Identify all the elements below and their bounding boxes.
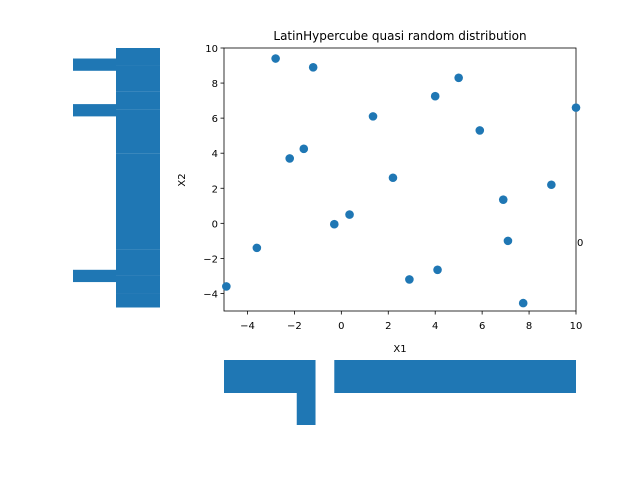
x-tick-label: −4 bbox=[240, 321, 255, 332]
scatter-point bbox=[285, 154, 295, 163]
scatter-point bbox=[252, 243, 262, 253]
chart-title: LatinHypercube quasi random distribution bbox=[273, 29, 526, 43]
scatter-point bbox=[329, 219, 339, 229]
scatter-points bbox=[222, 54, 581, 308]
scatter-point bbox=[271, 54, 280, 63]
scatter-point bbox=[299, 144, 309, 154]
left-marginal-bar bbox=[116, 91, 160, 110]
scatter-axes: −4 −2 0 2 4 6 8 10 −4 −2 0 2 4 6 8 10 bbox=[203, 44, 582, 332]
x-tick-label: 2 bbox=[385, 321, 391, 332]
y-axis-ticks: −4 −2 0 2 4 6 8 10 bbox=[203, 44, 224, 300]
scatter-point bbox=[430, 91, 440, 101]
scatter-point bbox=[454, 73, 463, 83]
left-marginal-bar bbox=[116, 109, 160, 154]
scatter-point bbox=[547, 180, 556, 190]
left-marginal-spike bbox=[73, 104, 116, 117]
left-marginal-spike bbox=[73, 269, 116, 283]
y-tick-label: 2 bbox=[212, 184, 218, 195]
stray-tick-label: 0 bbox=[577, 238, 583, 249]
y-tick-label: 4 bbox=[212, 149, 218, 160]
left-marginal-bar bbox=[116, 153, 160, 250]
x-tick-label: 8 bbox=[526, 321, 532, 332]
x-axis-label: X1 bbox=[393, 344, 406, 355]
left-marginal-bar bbox=[116, 275, 160, 294]
scatter-point bbox=[503, 236, 513, 246]
left-marginal-histogram bbox=[73, 48, 160, 308]
y-tick-label: 8 bbox=[212, 79, 218, 90]
plot-area bbox=[223, 47, 577, 312]
scatter-point bbox=[433, 265, 442, 275]
scatter-point bbox=[345, 210, 354, 219]
y-tick-label: −2 bbox=[203, 254, 218, 265]
left-marginal-spike bbox=[73, 58, 116, 71]
x-tick-label: 10 bbox=[570, 321, 583, 332]
left-marginal-bar bbox=[116, 48, 160, 66]
scatter-point bbox=[498, 195, 508, 204]
scatter-point bbox=[368, 112, 378, 121]
y-tick-label: 0 bbox=[212, 219, 218, 230]
scatter-point bbox=[405, 275, 414, 284]
scatter-point bbox=[222, 282, 231, 291]
left-marginal-bar bbox=[116, 293, 160, 308]
scatter-point bbox=[571, 103, 581, 112]
y-tick-label: 10 bbox=[205, 44, 218, 55]
scatter-point bbox=[475, 126, 485, 135]
scatter-point bbox=[518, 298, 528, 308]
scatter-point bbox=[308, 62, 318, 72]
x-tick-label: 4 bbox=[432, 321, 438, 332]
x-tick-label: 6 bbox=[479, 321, 485, 332]
y-axis-label: X2 bbox=[177, 173, 188, 186]
scatter-point bbox=[388, 173, 398, 183]
bottom-marginal-histogram bbox=[224, 360, 576, 425]
bottom-marginal-spike bbox=[296, 393, 316, 425]
left-marginal-bar bbox=[116, 249, 160, 276]
x-tick-label: 0 bbox=[338, 321, 344, 332]
x-tick-label: −2 bbox=[287, 321, 302, 332]
y-tick-label: 6 bbox=[212, 114, 218, 125]
bottom-marginal-bar bbox=[334, 360, 576, 393]
x-axis-ticks: −4 −2 0 2 4 6 8 10 bbox=[240, 311, 582, 332]
y-tick-label: −4 bbox=[203, 289, 218, 300]
bottom-marginal-bar bbox=[224, 360, 316, 393]
left-marginal-bar bbox=[116, 65, 160, 92]
